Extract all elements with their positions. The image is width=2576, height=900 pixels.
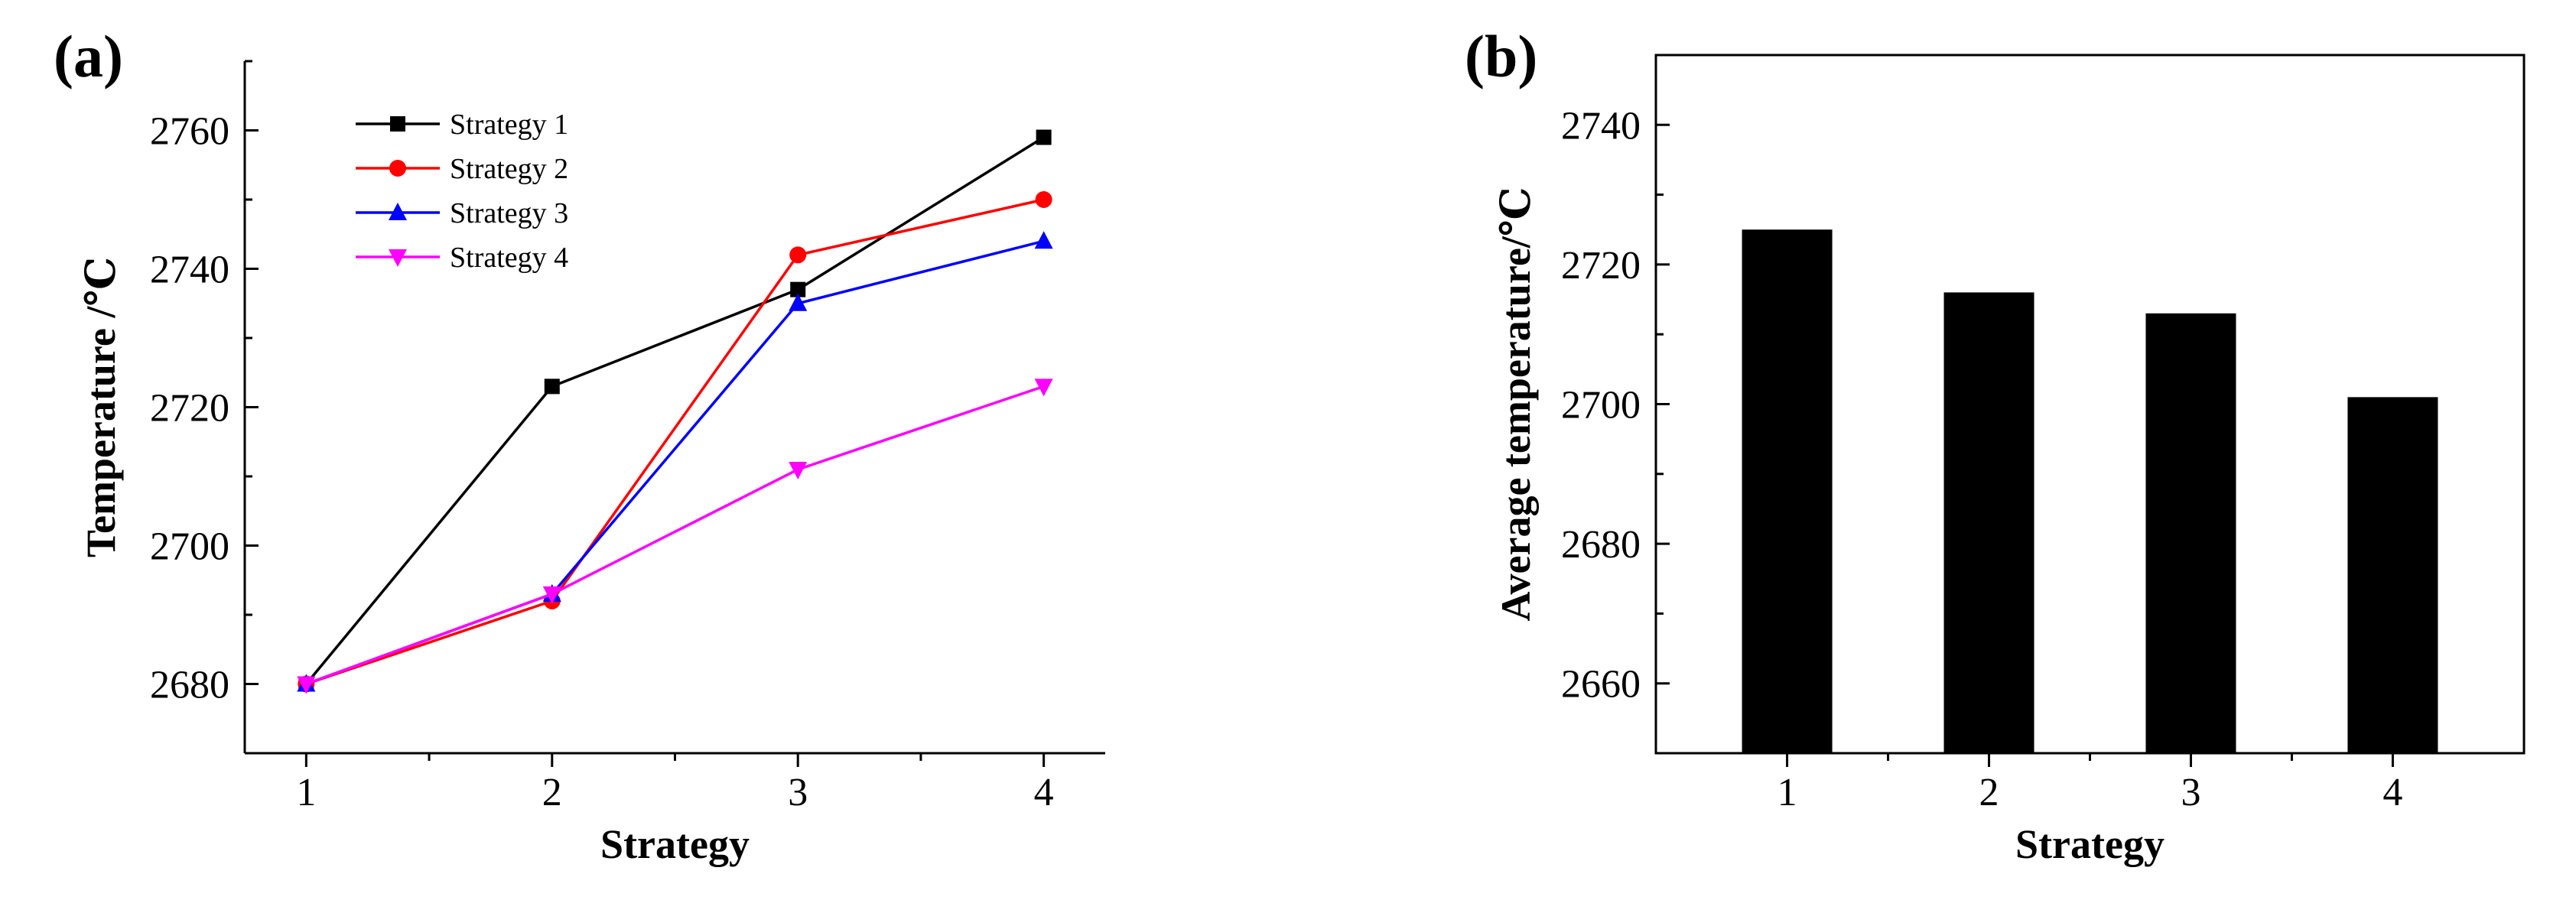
y-tick-label: 2680	[150, 664, 229, 707]
triangle-down-marker	[1034, 379, 1053, 397]
series-line	[305, 385, 1045, 686]
legend-label: Strategy 1	[450, 109, 568, 141]
triangle-down-marker	[389, 249, 407, 267]
x-axis-title: Strategy	[2015, 821, 2165, 867]
y-tick-label: 2720	[1561, 244, 1641, 288]
panel-label-a: (a)	[54, 23, 123, 89]
legend-item: Strategy 2	[356, 153, 568, 185]
legend-item: Strategy 3	[356, 197, 568, 229]
panel-label-b: (b)	[1465, 23, 1537, 89]
series-line	[305, 198, 1045, 686]
line-chart-legend: Strategy 1 Strategy 2 Strategy 3 Strategy 4	[356, 109, 568, 274]
circle-marker	[389, 160, 406, 177]
x-tick-label: 4	[2382, 771, 2402, 814]
line-chart-axes: 2680 2700 2720 2740 2760 1 2 3 4	[150, 60, 1105, 814]
bar-chart-axes: 2660 2680 2700 2720 2740 1 2 3 4	[1561, 54, 2526, 814]
series-4	[297, 379, 1053, 694]
x-axis-title: Strategy	[600, 821, 750, 867]
triangle-down-marker	[297, 676, 316, 694]
square-marker	[544, 379, 560, 395]
y-tick-label: 2740	[150, 249, 229, 292]
line-chart-series	[297, 129, 1053, 694]
legend-item: Strategy 1	[356, 109, 568, 141]
y-tick-label: 2660	[1561, 663, 1641, 707]
series-3	[297, 231, 1053, 692]
square-marker	[1036, 129, 1052, 145]
y-tick-label: 2700	[1561, 384, 1641, 427]
y-axis-title: Average temperature/℃	[1493, 187, 1539, 622]
series-line	[305, 136, 1045, 685]
x-tick-label: 1	[296, 771, 316, 814]
series-line	[305, 239, 1045, 686]
x-tick-label: 1	[1778, 771, 1797, 814]
y-tick-label: 2740	[1561, 104, 1641, 148]
legend-label: Strategy 2	[450, 153, 568, 185]
triangle-up-marker	[1034, 231, 1053, 249]
bar	[1943, 292, 2034, 753]
y-tick-label: 2700	[150, 525, 229, 569]
y-axis-title: Temperature /℃	[78, 257, 124, 557]
triangle-down-marker	[789, 461, 808, 479]
triangle-down-marker	[542, 586, 561, 604]
legend-item: Strategy 4	[356, 242, 568, 274]
bar	[2347, 397, 2438, 753]
bar	[2145, 313, 2236, 753]
circle-marker	[789, 246, 807, 264]
square-marker	[790, 281, 806, 297]
x-tick-label: 4	[1034, 771, 1054, 814]
x-tick-label: 3	[2181, 771, 2200, 814]
x-tick-label: 2	[1979, 771, 1999, 814]
legend-label: Strategy 4	[450, 242, 568, 274]
triangle-up-marker	[389, 203, 407, 220]
y-tick-label: 2760	[150, 110, 229, 154]
y-tick-label: 2720	[150, 387, 229, 431]
legend-label: Strategy 3	[450, 197, 568, 229]
triangle-up-marker	[789, 293, 808, 311]
y-tick-label: 2680	[1561, 523, 1641, 567]
bar-chart-bars	[1742, 229, 2438, 753]
square-marker	[390, 116, 405, 132]
x-tick-label: 2	[542, 771, 562, 814]
x-tick-label: 3	[788, 771, 808, 814]
series-1	[298, 129, 1052, 692]
bar-chart-panel: (b) 2660 2680 2700 2720 2740 1 2 3 4 Strategy Av…	[1465, 23, 2526, 867]
bar	[1742, 229, 1833, 753]
circle-marker	[1035, 191, 1052, 208]
